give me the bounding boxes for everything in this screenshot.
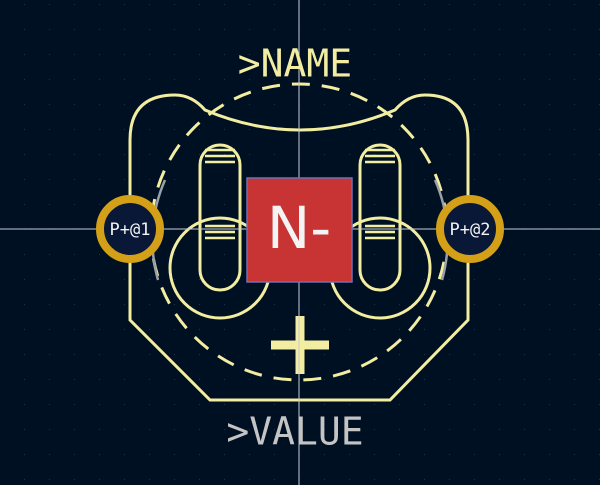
slot [358,143,402,292]
slot-marks [205,148,395,240]
outline [128,93,470,402]
plus-marking [271,316,329,374]
reference-text[interactable]: >NAME [238,42,352,86]
pad-label: P+@2 [450,220,491,240]
pad[interactable] [246,177,353,283]
pad-label: P+@1 [110,220,151,240]
pad-label: N- [267,194,331,262]
value-text[interactable]: >VALUE [226,410,363,454]
pad[interactable] [436,195,504,263]
slot [198,143,242,292]
pad[interactable] [96,195,164,263]
